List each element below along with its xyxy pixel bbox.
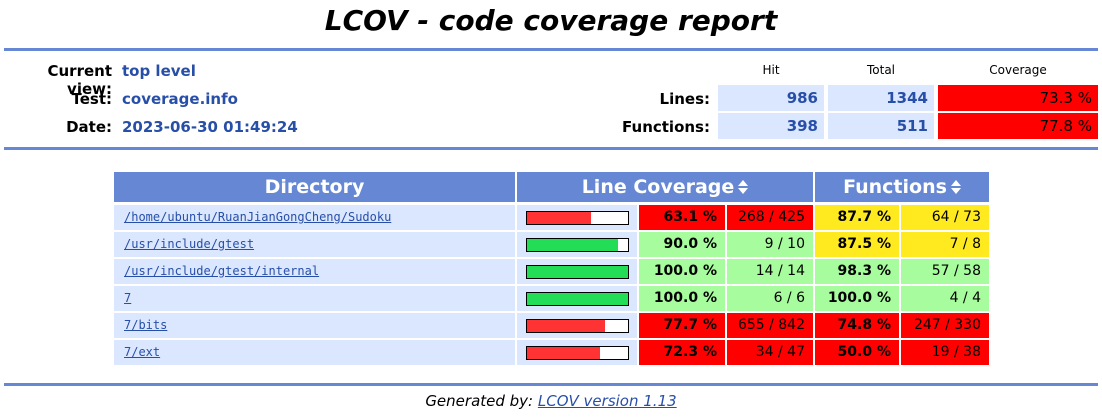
footer-divider: [4, 383, 1098, 386]
line-coverage-percent: 77.7 %: [639, 313, 725, 338]
table-row: /usr/include/gtest 90.0 % 9 / 10 87.5 % …: [0, 232, 1102, 257]
directory-cell: 7: [114, 286, 515, 311]
coverage-bar: [526, 238, 629, 252]
function-coverage-count: 19 / 38: [901, 340, 989, 365]
line-coverage-percent: 72.3 %: [639, 340, 725, 365]
directory-link[interactable]: /usr/include/gtest: [124, 237, 255, 251]
summary-coverage-header: Coverage: [989, 63, 1047, 77]
test-label: Test:: [71, 90, 112, 108]
directory-link[interactable]: 7/bits: [124, 318, 168, 332]
summary-lines-total: 1344: [828, 85, 934, 111]
function-coverage-count: 7 / 8: [901, 232, 989, 257]
coverage-bar-fill: [527, 212, 591, 224]
summary-hit-header: Hit: [762, 63, 780, 77]
table-row: 7/bits 77.7 % 655 / 842 74.8 % 247 / 330: [0, 313, 1102, 338]
coverage-bar-fill: [527, 320, 606, 332]
table-row: 7 100.0 % 6 / 6 100.0 % 4 / 4: [0, 286, 1102, 311]
lcov-version-link[interactable]: LCOV version 1.13: [537, 392, 677, 410]
summary-functions-coverage: 77.8 %: [938, 113, 1098, 139]
coverage-bar-fill: [527, 239, 618, 251]
line-coverage-count: 268 / 425: [727, 205, 813, 230]
directory-link[interactable]: /home/ubuntu/RuanJianGongCheng/Sudoku: [124, 210, 392, 224]
directory-link[interactable]: 7/ext: [124, 345, 161, 359]
coverage-bar: [526, 319, 629, 333]
directory-cell: 7/bits: [114, 313, 515, 338]
header-divider: [4, 147, 1098, 150]
directory-link[interactable]: 7: [124, 291, 132, 305]
date-value: 2023-06-30 01:49:24: [122, 118, 298, 136]
summary-lines-coverage: 73.3 %: [938, 85, 1098, 111]
coverage-bar-cell: [517, 313, 637, 338]
directory-cell: /usr/include/gtest/internal: [114, 259, 515, 284]
test-value: coverage.info: [122, 90, 238, 108]
line-coverage-percent: 100.0 %: [639, 286, 725, 311]
footer: Generated by: LCOV version 1.13: [0, 392, 1102, 410]
line-coverage-column-header[interactable]: Line Coverage: [517, 172, 813, 202]
line-coverage-percent: 100.0 %: [639, 259, 725, 284]
coverage-bar-cell: [517, 232, 637, 257]
coverage-bar: [526, 346, 629, 360]
current-view-label: Current view:: [47, 62, 112, 98]
function-coverage-percent: 74.8 %: [815, 313, 899, 338]
table-row: 7/ext 72.3 % 34 / 47 50.0 % 19 / 38: [0, 340, 1102, 365]
summary-total-header: Total: [866, 63, 896, 77]
summary-functions-hit: 398: [718, 113, 824, 139]
line-coverage-percent: 90.0 %: [639, 232, 725, 257]
summary-functions-total: 511: [828, 113, 934, 139]
current-view-value: top level: [122, 62, 196, 80]
coverage-bar: [526, 211, 629, 225]
directory-cell: /home/ubuntu/RuanJianGongCheng/Sudoku: [114, 205, 515, 230]
summary-lines-hit: 986: [718, 85, 824, 111]
line-coverage-header-label: Line Coverage: [581, 176, 735, 198]
directory-link[interactable]: /usr/include/gtest/internal: [124, 264, 320, 278]
functions-column-header[interactable]: Functions: [815, 172, 989, 202]
coverage-bar-fill: [527, 266, 628, 278]
summary-functions-label: Functions:: [622, 118, 710, 136]
line-coverage-count: 34 / 47: [727, 340, 813, 365]
directory-cell: 7/ext: [114, 340, 515, 365]
line-coverage-count: 14 / 14: [727, 259, 813, 284]
table-row: /home/ubuntu/RuanJianGongCheng/Sudoku 63…: [0, 205, 1102, 230]
functions-header-label: Functions: [843, 176, 947, 198]
line-coverage-percent: 63.1 %: [639, 205, 725, 230]
coverage-bar-cell: [517, 286, 637, 311]
sort-icon[interactable]: [950, 179, 961, 194]
coverage-bar-fill: [527, 347, 601, 359]
coverage-bar: [526, 292, 629, 306]
coverage-bar: [526, 265, 629, 279]
function-coverage-percent: 50.0 %: [815, 340, 899, 365]
directory-column-header[interactable]: Directory: [114, 172, 515, 202]
directory-cell: /usr/include/gtest: [114, 232, 515, 257]
directory-header-label: Directory: [264, 176, 365, 198]
footer-prefix: Generated by:: [425, 392, 538, 410]
line-coverage-count: 655 / 842: [727, 313, 813, 338]
summary-lines-label: Lines:: [659, 90, 710, 108]
function-coverage-count: 64 / 73: [901, 205, 989, 230]
function-coverage-percent: 98.3 %: [815, 259, 899, 284]
date-label: Date:: [66, 118, 112, 136]
function-coverage-percent: 87.5 %: [815, 232, 899, 257]
function-coverage-percent: 87.7 %: [815, 205, 899, 230]
line-coverage-count: 6 / 6: [727, 286, 813, 311]
coverage-bar-fill: [527, 293, 628, 305]
function-coverage-count: 57 / 58: [901, 259, 989, 284]
sort-icon[interactable]: [738, 179, 749, 194]
top-divider: [4, 48, 1098, 51]
table-row: /usr/include/gtest/internal 100.0 % 14 /…: [0, 259, 1102, 284]
page-title: LCOV - code coverage report: [324, 4, 778, 37]
function-coverage-count: 4 / 4: [901, 286, 989, 311]
line-coverage-count: 9 / 10: [727, 232, 813, 257]
coverage-bar-cell: [517, 259, 637, 284]
coverage-bar-cell: [517, 205, 637, 230]
function-coverage-count: 247 / 330: [901, 313, 989, 338]
function-coverage-percent: 100.0 %: [815, 286, 899, 311]
coverage-bar-cell: [517, 340, 637, 365]
